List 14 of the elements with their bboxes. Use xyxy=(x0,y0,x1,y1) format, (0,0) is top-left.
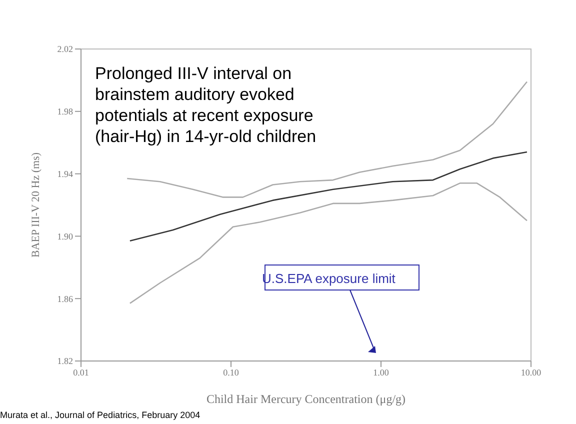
x-axis-title: Child Hair Mercury Concentration (μg/g) xyxy=(206,392,406,406)
text: Prolonged III-V interval on brainstem auditory evoked potentials at recent exposure (hair-Hg) in 14-yr-old children xyxy=(95,63,318,147)
x-tick-label: 0.10 xyxy=(223,367,240,378)
text: Murata et al., Journal of Pediatrics, February 2004 xyxy=(0,410,200,420)
x-tick-label: 1.00 xyxy=(373,367,390,378)
y-tick-label: 1.86 xyxy=(57,294,74,304)
y-axis-title: BAEP III-V 20 Hz (ms) xyxy=(30,152,42,258)
y-tick-label: 1.90 xyxy=(57,231,74,242)
y-tick-label: 2.02 xyxy=(57,44,73,54)
x-tick-label: 10.00 xyxy=(520,367,542,378)
y-tick-label: 1.82 xyxy=(57,356,73,366)
y-tick-label: 1.98 xyxy=(57,106,74,117)
y-tick-label: 1.94 xyxy=(57,168,74,179)
x-tick-label: 0.01 xyxy=(73,367,89,378)
